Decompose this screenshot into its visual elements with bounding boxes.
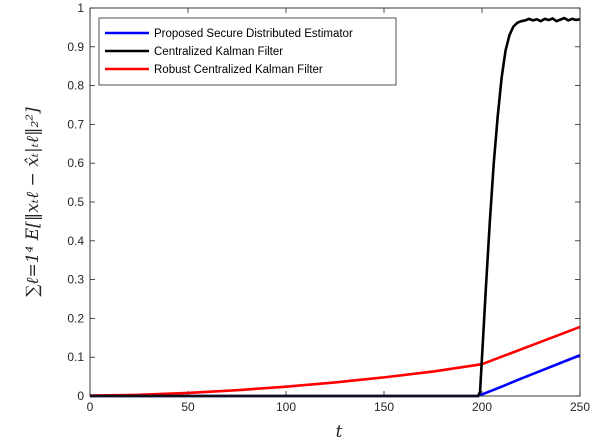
series-line-2 bbox=[89, 325, 581, 397]
x-tick-label: 0 bbox=[87, 400, 94, 414]
y-tick-label: 0.1 bbox=[67, 350, 84, 364]
axes-box bbox=[89, 7, 581, 397]
x-tick-label: 50 bbox=[181, 400, 195, 414]
axis-ticks: 0 50 100 150 200 250 0 0.1 0.2 0.3 0.4 0.5 0.6 0.7 0.8… bbox=[67, 1, 590, 414]
x-tick-label: 150 bbox=[374, 400, 394, 414]
y-tick-label: 0.3 bbox=[67, 273, 84, 287]
legend: Proposed Secure Distributed Estimator Cen… bbox=[98, 17, 397, 86]
legend-entry: Proposed Secure Distributed Estimator bbox=[154, 28, 353, 40]
y-tick-label: 0.5 bbox=[67, 195, 84, 209]
y-tick-label: 0.7 bbox=[67, 117, 84, 131]
y-tick-label: 0.8 bbox=[67, 79, 84, 93]
y-tick-label: 0.6 bbox=[67, 156, 84, 170]
x-tick-label: 100 bbox=[276, 400, 296, 414]
series-line-1 bbox=[90, 16, 581, 398]
legend-entry: Robust Centralized Kalman Filter bbox=[154, 64, 323, 76]
legend-entry: Centralized Kalman Filter bbox=[154, 46, 283, 58]
y-tick-label: 0.2 bbox=[67, 311, 84, 325]
x-tick-label: 200 bbox=[472, 400, 492, 414]
axes-frame bbox=[89, 7, 581, 397]
y-tick-label: 0.4 bbox=[67, 234, 84, 248]
y-axis-label: ∑ℓ=1⁴ E[‖xₜℓ − x̂ₜ|ₜℓ‖₂²] bbox=[23, 107, 43, 297]
y-tick-label: 1 bbox=[77, 1, 84, 15]
y-tick-label: 0 bbox=[77, 389, 84, 403]
x-tick-label: 250 bbox=[570, 400, 590, 414]
x-axis-label: t bbox=[336, 422, 343, 442]
y-tick-label: 0.9 bbox=[67, 40, 84, 54]
